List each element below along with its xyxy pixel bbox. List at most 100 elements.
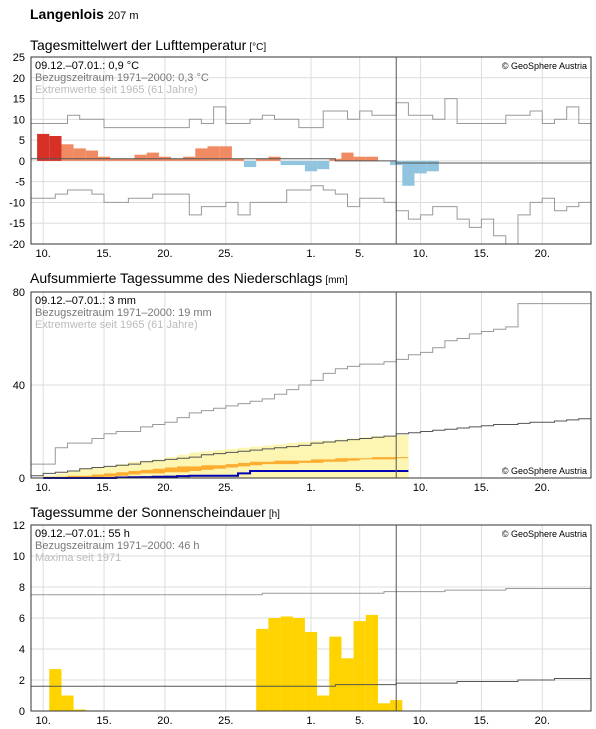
temp-bar [85,150,98,161]
sun-bar [353,621,366,711]
temp-legend-current: 09.12.–07.01.: 0,9 °C [35,60,139,72]
temp-y-tick-label: 10 [13,114,25,126]
sun-x-tick-label: 25. [218,715,233,727]
temp-bar [134,154,147,161]
temp-bar [256,158,269,161]
sun-bar [73,709,86,711]
sun-y-tick-label: 10 [13,551,25,563]
temp-bar [426,160,439,172]
temp-bar [292,160,305,166]
temp-plot-frame [30,56,592,245]
precip-x-tick-label: 25. [218,482,233,494]
precip-legend-extremes: Extremwerte seit 1965 (61 Jahre) [35,319,198,331]
temp-bar [171,158,184,161]
precip-legend-current: 09.12.–07.01.: 3 mm [35,295,136,307]
temp-x-tick-label: 25. [218,248,233,260]
sun-y-tick-label: 0 [19,706,25,718]
precip-credit: © GeoSphere Austria [502,466,587,476]
temp-y-tick-label: 0 [19,156,25,168]
precip-x-tick-label: 1. [306,482,315,494]
precip-x-tick-label: 15. [96,482,111,494]
sun-bar [280,616,293,711]
precip-x-tick-label: 20. [535,482,550,494]
temp-bar [244,160,257,168]
station-name: Langenlois [30,6,104,22]
sun-unit: [h] [268,509,280,520]
temp-bar [341,152,354,161]
sun-panel-title: Tagessumme der Sonnenscheindauer [h] [30,504,280,520]
temp-extreme-min-line [31,185,591,245]
precip-title-text: Aufsummierte Tagessumme des Niederschlag… [30,270,323,286]
precip-unit: [mm] [325,275,348,286]
temp-bar [365,156,378,161]
sun-bar [49,669,62,711]
temp-bar [353,156,366,161]
precip-legend-reference: Bezugszeitraum 1971–2000: 19 mm [35,307,212,319]
precip-x-tick-label: 5. [355,482,364,494]
temp-x-tick-label: 10. [36,248,51,260]
temp-y-tick-label: 20 [13,73,25,85]
sun-bar [268,618,281,711]
temp-bar [304,160,318,172]
station-elevation: 207 m [107,10,139,22]
temp-extreme-max-line [31,98,591,129]
sun-bar [317,695,330,711]
station-header: Langenlois 207 m [30,6,138,22]
precip-y-tick-label: 0 [19,473,25,485]
sun-x-tick-label: 20. [535,715,550,727]
precip-x-tick-label: 15. [474,482,489,494]
sun-x-tick-label: 10. [36,715,51,727]
temp-y-tick-label: 5 [19,135,25,147]
sun-bar [304,632,318,711]
temp-bar [231,158,245,161]
sun-legend-reference: Bezugszeitraum 1971–2000: 46 h [35,540,200,552]
precip-lower-band [43,458,409,478]
sun-title-text: Tagessumme der Sonnenscheindauer [30,504,266,520]
temp-bar [207,146,220,161]
sun-y-tick-label: 4 [19,644,25,656]
temp-y-tick-label: -20 [9,239,25,251]
sun-bar [365,614,378,711]
temp-bar [280,160,293,166]
temp-bar [49,136,62,161]
sun-bar [378,703,391,712]
precip-reference-line [31,418,591,477]
precip-panel-title: Aufsummierte Tagessumme des Niederschlag… [30,270,348,286]
temp-y-tick-label: -15 [9,218,25,230]
temp-unit: [°C] [249,42,267,53]
sun-bar [256,628,269,711]
sun-credit: © GeoSphere Austria [502,529,587,539]
temp-y-tick-label: -10 [9,197,25,209]
temp-legend-extremes: Extremwerte seit 1965 (61 Jahre) [35,84,198,96]
precip-x-tick-label: 10. [36,482,51,494]
temp-x-tick-label: 15. [96,248,111,260]
precip-x-tick-label: 20. [157,482,172,494]
precip-y-tick-label: 40 [13,380,25,392]
sun-y-tick-label: 8 [19,582,25,594]
temp-bar [317,160,330,170]
sun-plot-frame [30,524,592,712]
sun-legend-current: 09.12.–07.01.: 55 h [35,528,130,540]
precip-x-tick-label: 10. [413,482,428,494]
precip-extreme-line [31,303,591,465]
temp-x-tick-label: 1. [306,248,315,260]
temp-bar [122,158,135,161]
precip-plot-frame [30,291,592,479]
sun-bar [292,618,305,711]
sun-reference-line [31,678,591,687]
temp-x-tick-label: 20. [535,248,550,260]
temp-y-tick-label: -5 [15,177,25,189]
sun-x-tick-label: 15. [96,715,111,727]
temp-x-tick-label: 10. [413,248,428,260]
sun-x-tick-label: 15. [474,715,489,727]
temp-bar [146,152,159,161]
temp-bar [110,158,123,161]
sun-x-tick-label: 1. [306,715,315,727]
sun-x-tick-label: 20. [157,715,172,727]
sun-legend-extremes: Maxima seit 1971 [35,552,121,564]
temp-legend-reference: Bezugszeitraum 1971–2000: 0,3 °C [35,72,209,84]
sun-maxima-line [31,588,591,596]
temp-bar [414,160,427,174]
temp-credit: © GeoSphere Austria [502,61,587,71]
